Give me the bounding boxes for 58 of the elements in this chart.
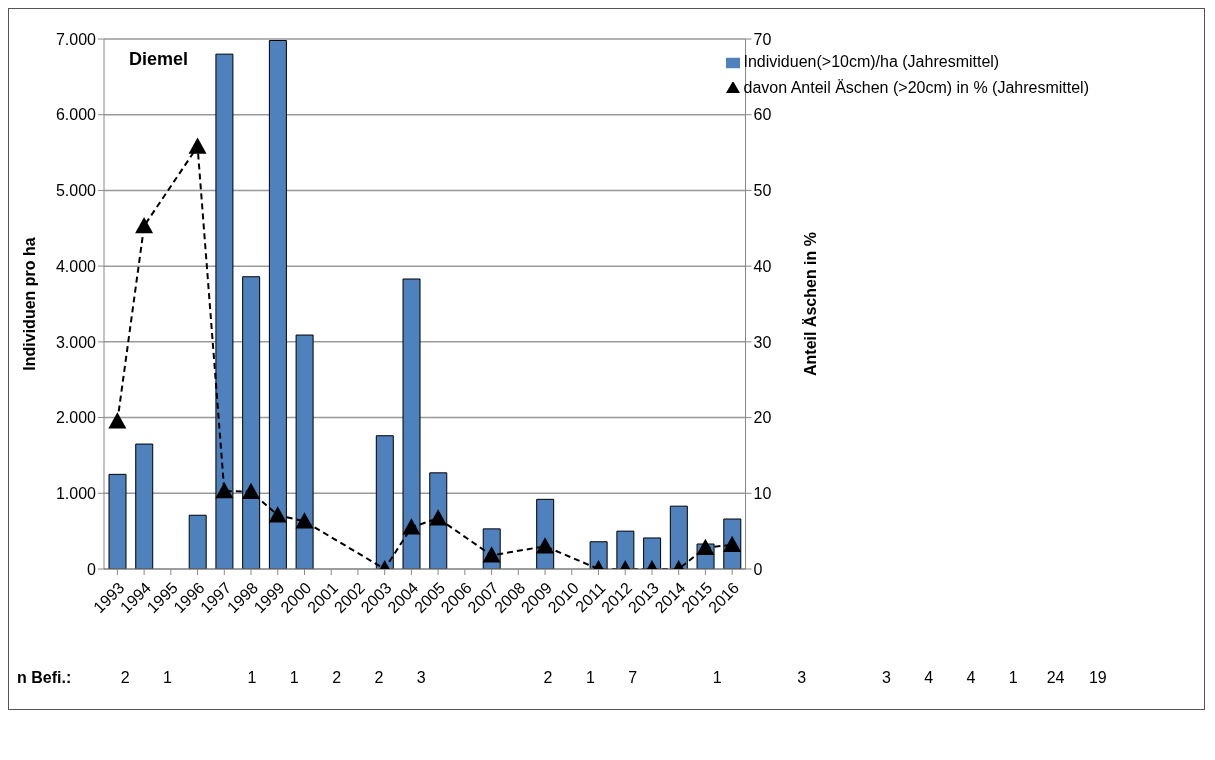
y2-tick-label: 20 — [753, 409, 772, 427]
text: 3 — [880, 669, 892, 687]
y-tick-label: 4.000 — [55, 257, 97, 275]
point — [242, 482, 261, 499]
bar — [643, 537, 662, 569]
bar — [188, 514, 207, 569]
bar — [108, 473, 127, 569]
text: n Befi.: — [17, 669, 72, 687]
point — [482, 546, 501, 563]
point — [429, 509, 448, 526]
point — [295, 512, 314, 529]
text: 7 — [627, 669, 639, 687]
text: 2 — [119, 669, 131, 687]
text: 1 — [711, 669, 723, 687]
text: 1 — [162, 669, 173, 687]
point — [268, 506, 287, 523]
y2-tick-label: 60 — [753, 106, 772, 124]
text: 1 — [1007, 669, 1019, 687]
y-axis-title: Individuen pro ha — [20, 237, 38, 371]
text: 2 — [542, 669, 554, 687]
y2-tick-label: 0 — [753, 560, 763, 578]
y-tick-label: 5.000 — [55, 182, 97, 200]
y2-tick-label: 30 — [753, 333, 772, 351]
y2-tick-label: 10 — [753, 484, 772, 502]
text: 1 — [288, 669, 300, 687]
text: 3 — [796, 669, 808, 687]
point — [215, 482, 234, 499]
y2-tick-label: 70 — [753, 30, 772, 48]
y2-tick-label: 50 — [753, 182, 772, 200]
point — [696, 538, 715, 555]
point — [402, 518, 421, 535]
point — [108, 412, 127, 429]
bar — [616, 530, 635, 569]
y-tick-label: 7.000 — [55, 30, 97, 48]
y-tick-label: 3.000 — [55, 333, 97, 351]
legend-label: Individuen(>10cm)/ha (Jahresmittel) — [743, 53, 1000, 70]
text: 4 — [965, 669, 977, 687]
point — [723, 535, 742, 552]
text: 2 — [373, 669, 385, 687]
point — [188, 137, 207, 154]
text: 24 — [1045, 669, 1066, 687]
text: 2 — [331, 669, 343, 687]
point — [135, 217, 154, 234]
point — [536, 537, 555, 554]
y-tick-label: 6.000 — [55, 106, 97, 124]
y-tick-label: 1.000 — [55, 484, 97, 502]
legend-label: davon Anteil Äschen (>20cm) in % (Jahresmittel) — [743, 79, 1089, 96]
y2-axis-title: Anteil Äschen in % — [802, 231, 820, 377]
text: 19 — [1087, 669, 1108, 687]
text: 3 — [415, 669, 427, 687]
bar — [135, 443, 154, 569]
text: 1 — [246, 669, 258, 687]
text: 1 — [584, 669, 596, 687]
text: Diemel — [129, 49, 189, 70]
text: 4 — [923, 669, 935, 687]
y-tick-label: 2.000 — [55, 409, 97, 427]
y-tick-label: 0 — [87, 560, 97, 578]
y2-tick-label: 40 — [753, 257, 772, 275]
